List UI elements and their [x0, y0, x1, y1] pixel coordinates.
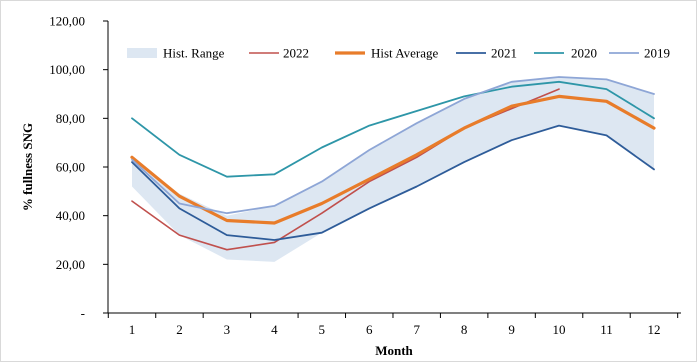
legend-item-2021: 2021 [456, 46, 517, 61]
y-tick-label: 80,00 [56, 111, 85, 126]
y-tick-label: 60,00 [56, 160, 85, 175]
x-tick-label: 12 [647, 322, 660, 337]
y-tick-label: 100,00 [49, 62, 85, 77]
y-tick-layer: - 20,00 40,00 60,00 80,00 100,00 120,00 [49, 14, 108, 321]
legend-label: 2021 [491, 46, 517, 61]
x-tick-label: 2 [176, 322, 183, 337]
x-tick-label: 5 [319, 322, 326, 337]
y-tick-label: 20,00 [56, 257, 85, 272]
legend-swatch [127, 48, 157, 58]
legend-item-hist-average: Hist Average [335, 46, 438, 61]
legend-item-2019: 2019 [609, 46, 670, 61]
legend-label: Hist. Range [163, 46, 225, 61]
legend-label: Hist Average [371, 46, 438, 61]
legend-item-hist-range: Hist. Range [127, 46, 225, 61]
y-tick-label: 40,00 [56, 208, 85, 223]
legend-item-2020: 2020 [534, 46, 597, 61]
y-tick-label: - [81, 306, 85, 321]
x-tick-label: 6 [366, 322, 373, 337]
x-axis-title: Month [375, 343, 413, 358]
y-tick-label: 120,00 [49, 14, 85, 29]
x-tick-label: 1 [129, 322, 136, 337]
x-tick-label: 4 [271, 322, 278, 337]
x-tick-label: 3 [224, 322, 231, 337]
x-tick-label: 10 [553, 322, 566, 337]
legend-label: 2022 [283, 46, 309, 61]
x-tick-label: 9 [508, 322, 515, 337]
legend-item-2022: 2022 [249, 46, 309, 61]
x-tick-label: 7 [413, 322, 420, 337]
x-tick-label: 8 [461, 322, 468, 337]
legend: Hist. Range 2022 Hist Average 2021 2020 2019 [127, 46, 670, 61]
legend-label: 2019 [644, 46, 670, 61]
y-axis-title: % fullness SNG [20, 123, 35, 211]
x-tick-label: 11 [600, 322, 613, 337]
legend-label: 2020 [571, 46, 597, 61]
